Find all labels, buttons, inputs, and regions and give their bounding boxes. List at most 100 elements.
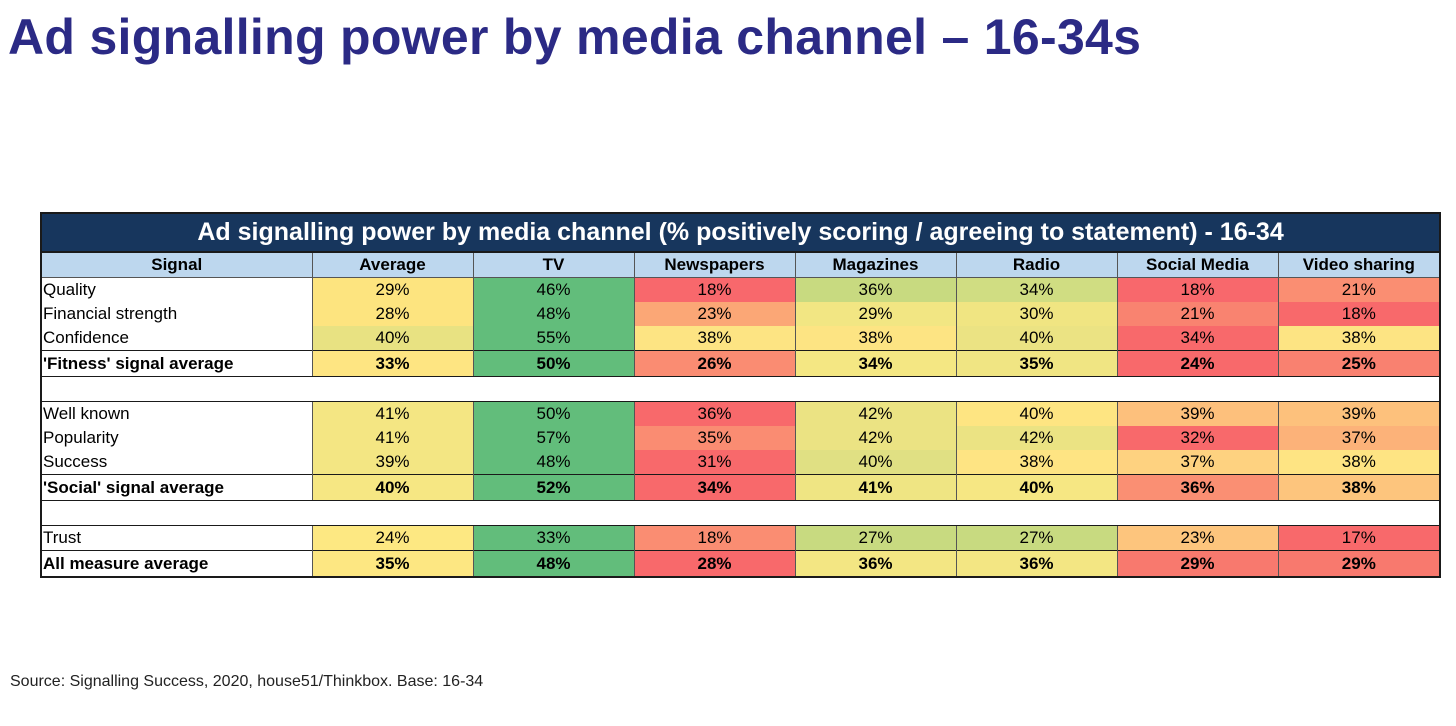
value-cell-video-sharing: 38% [1277, 326, 1441, 351]
table-row: Quality 29% 46% 18% 36% 34% 18% 21% [40, 277, 1441, 302]
value-cell-tv: 46% [472, 277, 635, 302]
value-cell-magazines: 42% [794, 426, 957, 450]
value-cell-newspapers: 31% [633, 450, 796, 475]
table-title: Ad signalling power by media channel (% … [41, 213, 1441, 253]
value-cell-radio: 27% [955, 525, 1118, 551]
value-cell-average: 35% [311, 550, 474, 578]
value-cell-newspapers: 18% [633, 277, 796, 302]
row-label: Quality [40, 277, 313, 302]
value-cell-radio: 40% [955, 326, 1118, 351]
value-cell-newspapers: 28% [633, 550, 796, 578]
source-note: Source: Signalling Success, 2020, house5… [10, 673, 484, 690]
column-header-social-media: Social Media [1116, 251, 1279, 278]
value-cell-radio: 40% [955, 474, 1118, 501]
value-cell-social-media: 21% [1116, 302, 1279, 326]
value-cell-radio: 34% [955, 277, 1118, 302]
value-cell-average: 41% [311, 426, 474, 450]
row-label: All measure average [40, 550, 313, 578]
value-cell-radio: 30% [955, 302, 1118, 326]
column-header-video-sharing: Video sharing [1277, 251, 1441, 278]
table-row: Confidence 40% 55% 38% 38% 40% 34% 38% [40, 326, 1441, 351]
spacer-row [40, 376, 1441, 402]
value-cell-newspapers: 36% [633, 401, 796, 426]
value-cell-tv: 33% [472, 525, 635, 551]
value-cell-social-media: 29% [1116, 550, 1279, 578]
value-cell-magazines: 27% [794, 525, 957, 551]
column-header-tv: TV [472, 251, 635, 278]
value-cell-magazines: 36% [794, 550, 957, 578]
spacer-row [40, 500, 1441, 526]
value-cell-radio: 35% [955, 350, 1118, 377]
value-cell-newspapers: 34% [633, 474, 796, 501]
column-header-radio: Radio [955, 251, 1118, 278]
value-cell-newspapers: 26% [633, 350, 796, 377]
value-cell-average: 40% [311, 326, 474, 351]
value-cell-video-sharing: 29% [1277, 550, 1441, 578]
value-cell-video-sharing: 18% [1277, 302, 1441, 326]
spacer-cell [40, 376, 1441, 402]
value-cell-video-sharing: 21% [1277, 277, 1441, 302]
row-label: Financial strength [40, 302, 313, 326]
row-label: Trust [40, 525, 313, 551]
value-cell-tv: 48% [472, 550, 635, 578]
value-cell-average: 39% [311, 450, 474, 475]
column-header-average: Average [311, 251, 474, 278]
value-cell-tv: 57% [472, 426, 635, 450]
value-cell-video-sharing: 38% [1277, 474, 1441, 501]
table-row: Success 39% 48% 31% 40% 38% 37% 38% [40, 450, 1441, 475]
value-cell-magazines: 40% [794, 450, 957, 475]
value-cell-newspapers: 38% [633, 326, 796, 351]
value-cell-video-sharing: 37% [1277, 426, 1441, 450]
value-cell-tv: 50% [472, 350, 635, 377]
value-cell-video-sharing: 25% [1277, 350, 1441, 377]
value-cell-magazines: 38% [794, 326, 957, 351]
average-row: 'Social' signal average 40% 52% 34% 41% 40% 36… [40, 474, 1441, 501]
average-row: All measure average 35% 48% 28% 36% 36% 29% 29% [40, 550, 1441, 578]
value-cell-social-media: 39% [1116, 401, 1279, 426]
value-cell-average: 29% [311, 277, 474, 302]
value-cell-average: 33% [311, 350, 474, 377]
value-cell-social-media: 36% [1116, 474, 1279, 501]
value-cell-social-media: 18% [1116, 277, 1279, 302]
value-cell-average: 41% [311, 401, 474, 426]
table-body: Quality 29% 46% 18% 36% 34% 18% 21% Financial st… [40, 277, 1441, 578]
column-header-newspapers: Newspapers [633, 251, 796, 278]
value-cell-radio: 42% [955, 426, 1118, 450]
value-cell-radio: 36% [955, 550, 1118, 578]
value-cell-tv: 55% [472, 326, 635, 351]
value-cell-magazines: 34% [794, 350, 957, 377]
average-row: 'Fitness' signal average 33% 50% 26% 34% 35% 2… [40, 350, 1441, 377]
value-cell-newspapers: 23% [633, 302, 796, 326]
value-cell-social-media: 24% [1116, 350, 1279, 377]
table-row: Trust 24% 33% 18% 27% 27% 23% 17% [40, 525, 1441, 551]
row-label: Popularity [40, 426, 313, 450]
slide-title: Ad signalling power by media channel – 1… [8, 9, 1142, 65]
row-label: Well known [40, 401, 313, 426]
value-cell-average: 40% [311, 474, 474, 501]
value-cell-magazines: 29% [794, 302, 957, 326]
value-cell-radio: 38% [955, 450, 1118, 475]
value-cell-video-sharing: 38% [1277, 450, 1441, 475]
column-header-magazines: Magazines [794, 251, 957, 278]
column-header-row: Signal Average TV Newspapers Magazines Radio S… [40, 251, 1441, 278]
value-cell-social-media: 34% [1116, 326, 1279, 351]
row-label: Success [40, 450, 313, 475]
value-cell-tv: 52% [472, 474, 635, 501]
value-cell-tv: 48% [472, 302, 635, 326]
value-cell-magazines: 42% [794, 401, 957, 426]
value-cell-magazines: 41% [794, 474, 957, 501]
value-cell-tv: 48% [472, 450, 635, 475]
value-cell-social-media: 37% [1116, 450, 1279, 475]
signalling-table-container: Ad signalling power by media channel (% … [40, 212, 1442, 578]
value-cell-average: 28% [311, 302, 474, 326]
row-label: 'Fitness' signal average [40, 350, 313, 377]
value-cell-average: 24% [311, 525, 474, 551]
value-cell-newspapers: 35% [633, 426, 796, 450]
value-cell-newspapers: 18% [633, 525, 796, 551]
column-header-signal: Signal [40, 251, 313, 278]
table-row: Financial strength 28% 48% 23% 29% 30% 21% 18% [40, 302, 1441, 326]
value-cell-social-media: 23% [1116, 525, 1279, 551]
value-cell-video-sharing: 39% [1277, 401, 1441, 426]
value-cell-video-sharing: 17% [1277, 525, 1441, 551]
value-cell-social-media: 32% [1116, 426, 1279, 450]
